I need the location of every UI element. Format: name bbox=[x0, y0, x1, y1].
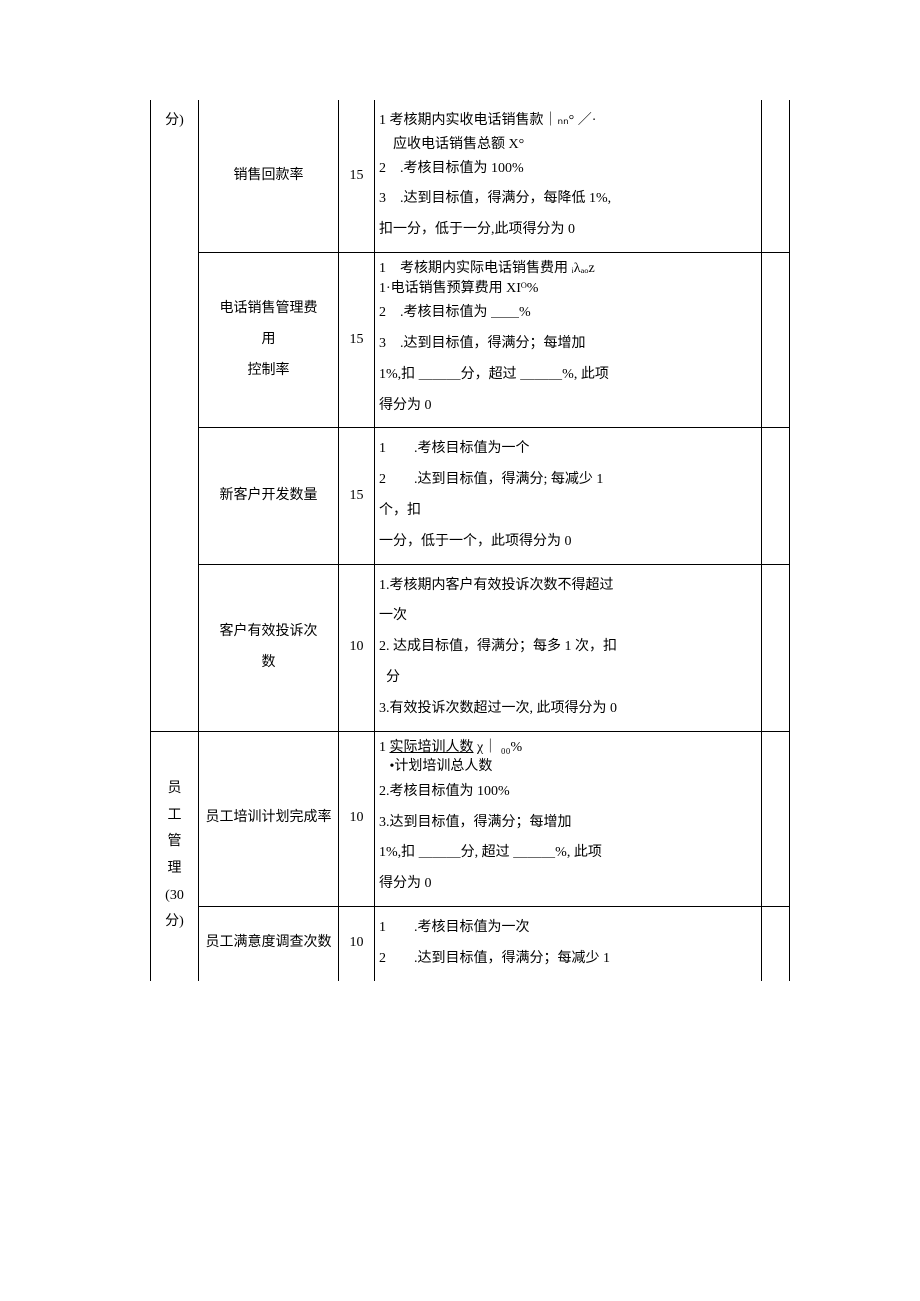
score-cell: 15 bbox=[339, 100, 375, 252]
score-cell: 15 bbox=[339, 428, 375, 564]
table-row: 客户有效投诉次 数 10 1.考核期内客户有效投诉次数不得超过 一次 2. 达成… bbox=[151, 564, 790, 731]
desc-line: 2.考核目标值为 100% bbox=[379, 777, 757, 808]
item-cell: 客户有效投诉次 数 bbox=[199, 564, 339, 731]
category-line: 工 bbox=[168, 803, 182, 830]
item-cell: 员工培训计划完成率 bbox=[199, 731, 339, 906]
score-cell: 10 bbox=[339, 906, 375, 980]
desc-line: •计划培训总人数 bbox=[379, 757, 757, 777]
score-cell: 15 bbox=[339, 252, 375, 427]
desc-line: 2 .考核目标值为 ＿＿% bbox=[379, 298, 757, 329]
category-line: 分) bbox=[165, 909, 184, 936]
page: 分) 销售回款率 15 1 考核期内实收电话销售款｜ₙₙ° ／· 应收电话销售总… bbox=[0, 0, 920, 1301]
blank-cell bbox=[762, 252, 790, 427]
desc-line: 1 实际培训人数 χ｜ ₀₀% bbox=[379, 738, 757, 758]
desc-line: 3 .达到目标值，得满分；每增加 bbox=[379, 329, 757, 360]
blank-cell bbox=[762, 906, 790, 980]
category-cell: 员 工 管 理 (30 分) bbox=[151, 731, 199, 980]
table-row: 新客户开发数量 15 1 .考核目标值为一个 2 .达到目标值，得满分; 每减少… bbox=[151, 428, 790, 564]
desc-line: 1 考核期内实际电话销售费用 ᵢλₐₒz bbox=[379, 259, 757, 279]
category-line: (30 bbox=[165, 883, 184, 910]
desc-cell: 1 .考核目标值为一次 2 .达到目标值，得满分；每减少 1 bbox=[375, 906, 762, 980]
desc-line: 1.考核期内客户有效投诉次数不得超过 bbox=[379, 571, 757, 602]
item-cell: 销售回款率 bbox=[199, 100, 339, 252]
table-row: 电话销售管理费 用 控制率 15 1 考核期内实际电话销售费用 ᵢλₐₒz 1·… bbox=[151, 252, 790, 427]
item-line: 用 bbox=[203, 325, 334, 356]
score-cell: 10 bbox=[339, 731, 375, 906]
desc-cell: 1 实际培训人数 χ｜ ₀₀% •计划培训总人数 2.考核目标值为 100% 3… bbox=[375, 731, 762, 906]
item-cell: 电话销售管理费 用 控制率 bbox=[199, 252, 339, 427]
item-line: 客户有效投诉次 bbox=[203, 617, 334, 648]
category-label: 分) bbox=[165, 113, 184, 128]
desc-line: 应收电话销售总额 X° bbox=[379, 137, 757, 154]
desc-cell: 1 .考核目标值为一个 2 .达到目标值，得满分; 每减少 1 个，扣 一分，低… bbox=[375, 428, 762, 564]
desc-line: 一次 bbox=[379, 601, 757, 632]
desc-cell: 1 考核期内实际电话销售费用 ᵢλₐₒz 1·电话销售预算费用 XIᴼ% 2 .… bbox=[375, 252, 762, 427]
desc-line: 1 .考核目标值为一个 bbox=[379, 434, 757, 465]
desc-line: 个，扣 bbox=[379, 496, 757, 527]
blank-cell bbox=[762, 731, 790, 906]
blank-cell bbox=[762, 100, 790, 252]
item-cell: 员工满意度调查次数 bbox=[199, 906, 339, 980]
blank-cell bbox=[762, 428, 790, 564]
desc-line: 得分为 0 bbox=[379, 869, 757, 900]
desc-cell: 1.考核期内客户有效投诉次数不得超过 一次 2. 达成目标值，得满分；每多 1 … bbox=[375, 564, 762, 731]
desc-line: 1·电话销售预算费用 XIᴼ% bbox=[379, 279, 757, 299]
category-line: 管 bbox=[168, 829, 182, 856]
desc-line: 得分为 0 bbox=[379, 391, 757, 422]
desc-line: 1%,扣 ＿＿＿分，超过 ＿＿＿%, 此项 bbox=[379, 360, 757, 391]
table-row: 员 工 管 理 (30 分) 员工培训计划完成率 10 1 实际培训人数 χ｜ … bbox=[151, 731, 790, 906]
desc-line: 分 bbox=[379, 663, 757, 694]
desc-line: 2 .达到目标值，得满分；每减少 1 bbox=[379, 944, 757, 975]
desc-line: 2 .考核目标值为 100% bbox=[379, 154, 757, 185]
table-row: 分) 销售回款率 15 1 考核期内实收电话销售款｜ₙₙ° ／· 应收电话销售总… bbox=[151, 100, 790, 252]
category-line: 员 bbox=[168, 776, 182, 803]
item-line: 电话销售管理费 bbox=[203, 294, 334, 325]
desc-line: 3.达到目标值，得满分；每增加 bbox=[379, 808, 757, 839]
desc-cell: 1 考核期内实收电话销售款｜ₙₙ° ／· 应收电话销售总额 X° 2 .考核目标… bbox=[375, 100, 762, 252]
category-line: 理 bbox=[168, 856, 182, 883]
item-line: 数 bbox=[203, 648, 334, 679]
desc-line: 2 .达到目标值，得满分; 每减少 1 bbox=[379, 465, 757, 496]
desc-line: 2. 达成目标值，得满分；每多 1 次，扣 bbox=[379, 632, 757, 663]
item-line: 控制率 bbox=[203, 356, 334, 387]
desc-line: 扣一分，低于一分,此项得分为 0 bbox=[379, 215, 757, 246]
desc-line: 1 考核期内实收电话销售款｜ₙₙ° ／· bbox=[379, 106, 757, 137]
blank-cell bbox=[762, 564, 790, 731]
desc-line: 1 .考核目标值为一次 bbox=[379, 913, 757, 944]
desc-line: 1%,扣 ＿＿＿分, 超过 ＿＿＿%, 此项 bbox=[379, 838, 757, 869]
evaluation-table: 分) 销售回款率 15 1 考核期内实收电话销售款｜ₙₙ° ／· 应收电话销售总… bbox=[150, 100, 790, 981]
desc-line: 3 .达到目标值，得满分，每降低 1%, bbox=[379, 184, 757, 215]
score-cell: 10 bbox=[339, 564, 375, 731]
table-row: 员工满意度调查次数 10 1 .考核目标值为一次 2 .达到目标值，得满分；每减… bbox=[151, 906, 790, 980]
category-cell: 分) bbox=[151, 100, 199, 731]
item-cell: 新客户开发数量 bbox=[199, 428, 339, 564]
desc-line: 3.有效投诉次数超过一次, 此项得分为 0 bbox=[379, 694, 757, 725]
desc-line: 一分，低于一个，此项得分为 0 bbox=[379, 527, 757, 558]
